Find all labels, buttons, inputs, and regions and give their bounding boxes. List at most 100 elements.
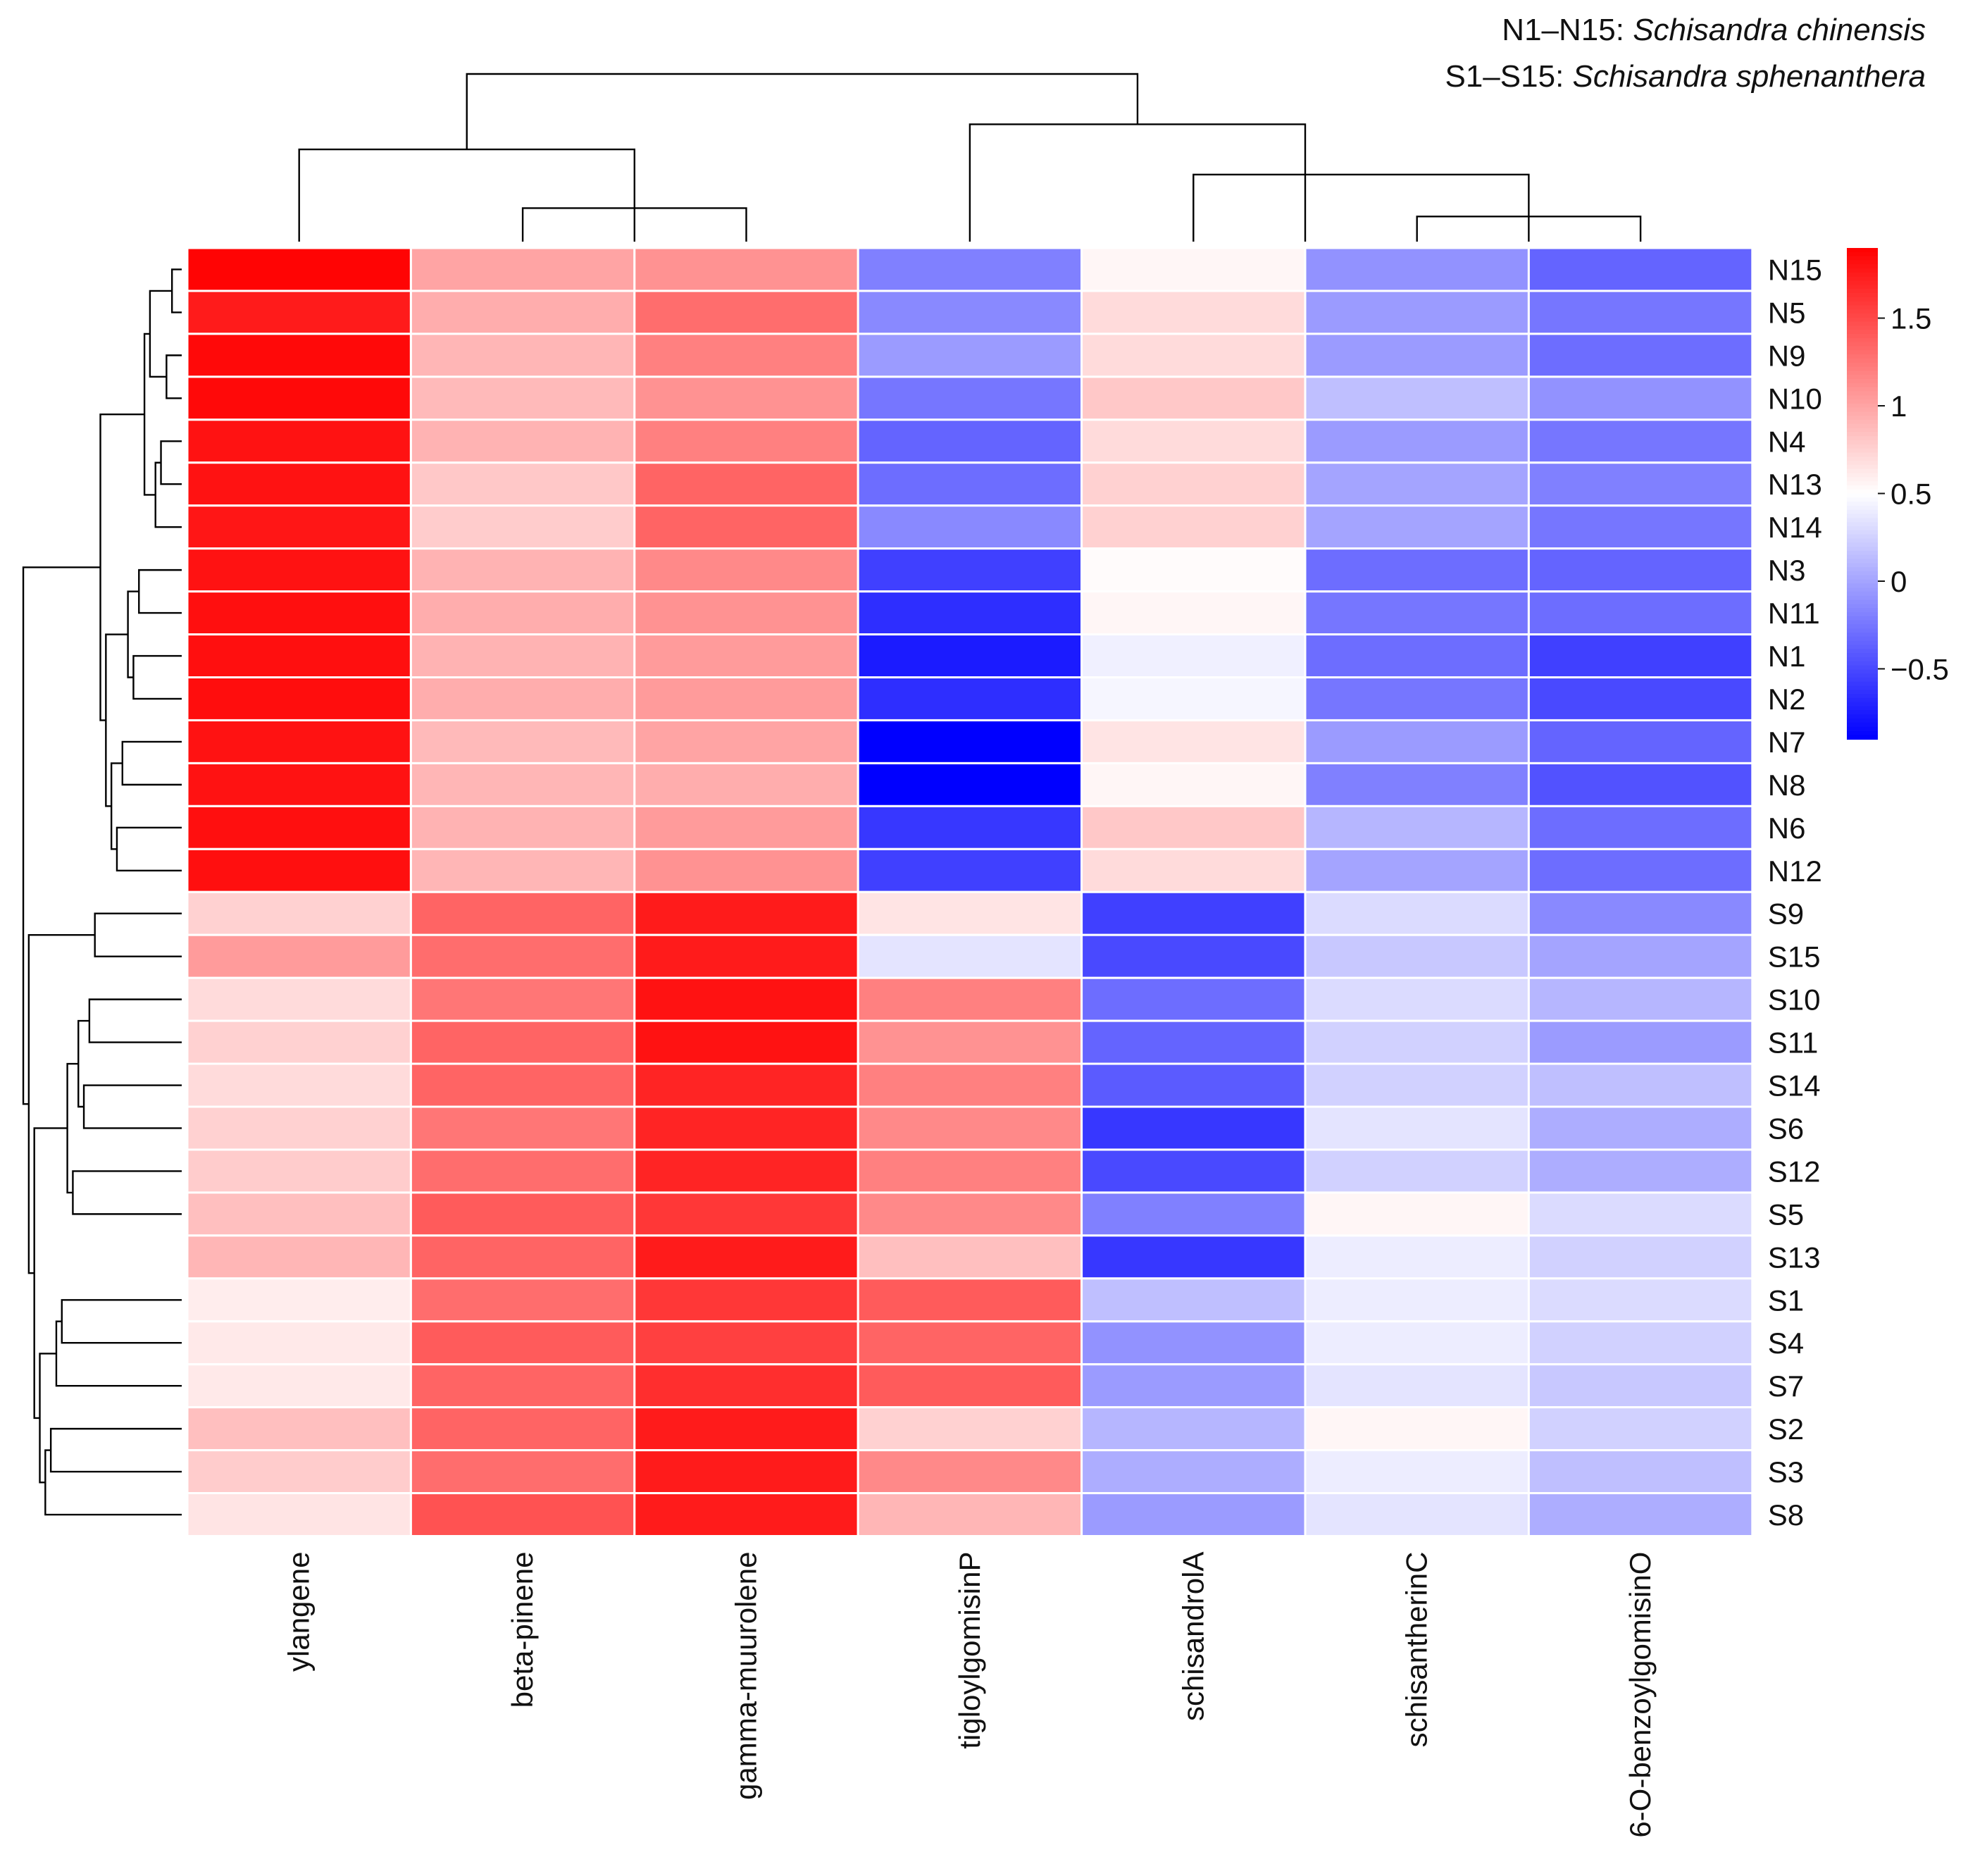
heatmap-cell xyxy=(409,290,636,335)
color-scale-segment xyxy=(1847,559,1878,564)
heatmap-cell xyxy=(857,1191,1083,1237)
heatmap-cell xyxy=(633,375,859,421)
color-scale-segment xyxy=(1847,669,1878,675)
heatmap-cell xyxy=(1527,504,1754,550)
heatmap-cell xyxy=(186,976,412,1022)
color-scale-segment xyxy=(1847,567,1878,572)
heatmap-cell xyxy=(1080,290,1307,335)
color-scale-segment xyxy=(1847,636,1878,642)
color-scale-segment xyxy=(1847,591,1878,597)
color-scale-segment xyxy=(1847,690,1878,695)
heatmap-cell xyxy=(1080,1019,1307,1065)
heatmap-cell xyxy=(633,1105,859,1151)
color-scale-segment xyxy=(1847,714,1878,719)
color-scale-segment xyxy=(1847,722,1878,728)
heatmap-cell xyxy=(633,847,859,893)
color-scale-segment xyxy=(1847,624,1878,630)
heatmap-cell xyxy=(409,461,636,507)
color-scale-segment xyxy=(1847,276,1878,282)
heatmap-cell xyxy=(1527,1234,1754,1280)
color-scale-segment xyxy=(1847,268,1878,273)
color-scale-tick-label: −0.5 xyxy=(1891,652,1949,685)
color-scale-segment xyxy=(1847,456,1878,462)
heatmap-cell xyxy=(633,676,859,721)
heatmap-cell xyxy=(409,633,636,678)
row-label: N9 xyxy=(1768,339,1806,372)
color-scale-segment xyxy=(1847,481,1878,486)
heatmap-cell xyxy=(633,590,859,636)
heatmap-cell xyxy=(186,590,412,636)
color-scale-segment xyxy=(1847,616,1878,621)
heatmap-cell xyxy=(1527,1492,1754,1538)
heatmap-cell xyxy=(409,1234,636,1280)
color-scale-tick-label: 0.5 xyxy=(1891,478,1931,511)
color-scale-segment xyxy=(1847,305,1878,311)
heatmap-cell xyxy=(186,762,412,807)
row-label: N10 xyxy=(1768,382,1822,415)
species-note-s-range: S1–S15: xyxy=(1445,59,1564,94)
heatmap-cell xyxy=(1080,890,1307,936)
heatmap-cell xyxy=(1080,1363,1307,1409)
heatmap-cell xyxy=(1304,290,1530,335)
heatmap-cell xyxy=(857,1234,1083,1280)
heatmap-cell xyxy=(186,547,412,593)
heatmap-cell xyxy=(1304,890,1530,936)
color-scale-segment xyxy=(1847,595,1878,601)
heatmap-cell xyxy=(1304,1105,1530,1151)
heatmap-cell xyxy=(186,418,412,464)
row-dendrogram-branch xyxy=(22,566,101,1105)
heatmap-cell xyxy=(857,290,1083,335)
heatmap-cell xyxy=(1080,1277,1307,1323)
heatmap-cell xyxy=(409,247,636,292)
row-dendrogram-branch xyxy=(105,633,128,807)
color-scale-segment xyxy=(1847,611,1878,617)
heatmap-cell xyxy=(1080,418,1307,464)
row-label: S2 xyxy=(1768,1412,1804,1446)
color-scale-segment xyxy=(1847,468,1878,474)
color-scale-segment xyxy=(1847,497,1878,503)
row-label: S9 xyxy=(1768,897,1804,931)
heatmap-cell xyxy=(186,375,412,421)
color-scale-segment xyxy=(1847,505,1878,511)
heatmap-cell xyxy=(409,547,636,593)
heatmap-cell xyxy=(1527,1062,1754,1108)
color-scale-segment xyxy=(1847,289,1878,294)
row-label: N2 xyxy=(1768,683,1806,716)
heatmap-cell xyxy=(633,1449,859,1495)
heatmap-cell xyxy=(409,504,636,550)
column-label: beta-pinene xyxy=(506,1552,539,1708)
heatmap-cell xyxy=(1304,333,1530,378)
heatmap-cell xyxy=(1304,1449,1530,1495)
row-dendrogram-branch xyxy=(99,413,145,721)
row-dendrogram-branch xyxy=(154,461,182,528)
color-scale-segment xyxy=(1847,661,1878,666)
heatmap-cell xyxy=(186,1062,412,1108)
color-scale-segment xyxy=(1847,391,1878,397)
heatmap-cell xyxy=(1080,976,1307,1022)
color-scale-segment xyxy=(1847,653,1878,658)
heatmap-cell xyxy=(857,375,1083,421)
row-label: S12 xyxy=(1768,1155,1821,1188)
heatmap-cell xyxy=(186,805,412,850)
heatmap-cell xyxy=(633,461,859,507)
heatmap-cell xyxy=(1304,461,1530,507)
column-dendrogram-branch xyxy=(298,148,635,242)
heatmap-cell xyxy=(1080,719,1307,764)
color-scale-segment xyxy=(1847,681,1878,687)
row-dendrogram-branch xyxy=(121,740,182,786)
heatmap-cell xyxy=(186,290,412,335)
heatmap-cell xyxy=(1527,290,1754,335)
column-dendrogram xyxy=(298,73,1642,242)
color-scale-segment xyxy=(1847,251,1878,257)
heatmap-cell xyxy=(633,290,859,335)
color-scale-segment xyxy=(1847,579,1878,585)
heatmap-cell xyxy=(633,1320,859,1366)
heatmap-cell xyxy=(409,1105,636,1151)
color-scale-segment xyxy=(1847,477,1878,483)
heatmap-cell xyxy=(1080,1191,1307,1237)
heatmap-cell xyxy=(1080,1148,1307,1194)
heatmap-cell xyxy=(857,890,1083,936)
color-scale-segment xyxy=(1847,620,1878,626)
row-dendrogram-branch xyxy=(72,1170,182,1215)
